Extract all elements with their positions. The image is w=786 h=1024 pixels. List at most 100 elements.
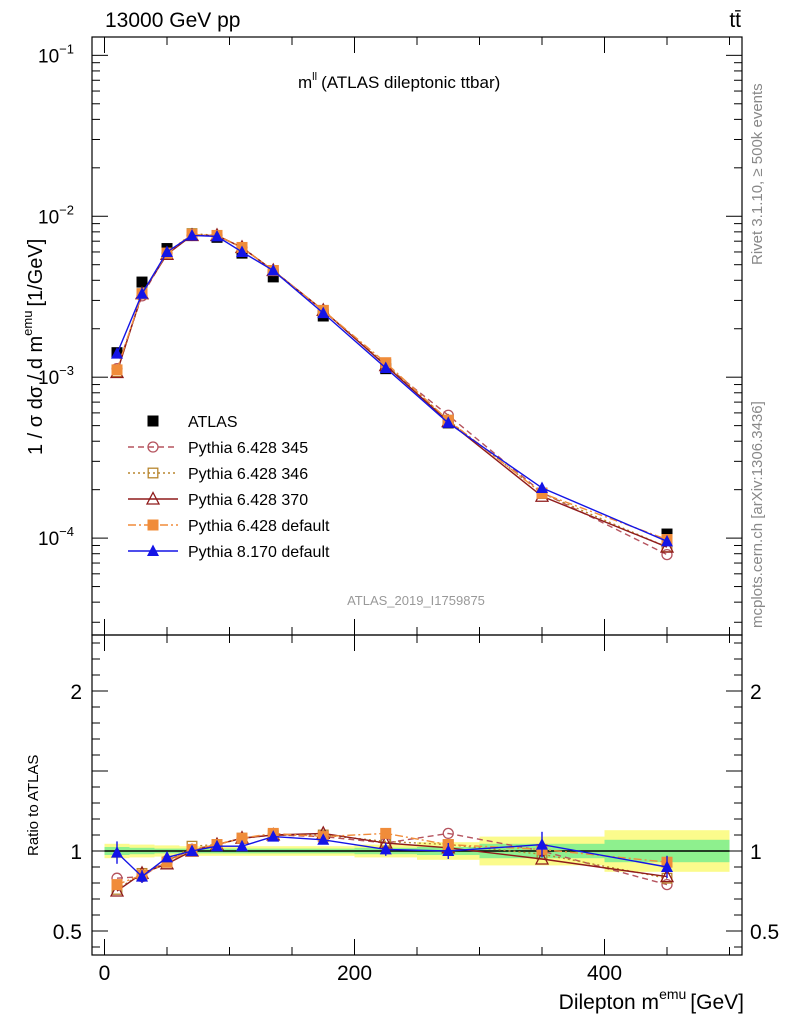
- ratio-point-pythia-6-428-370: [534, 851, 550, 865]
- main-point-pythia-8-170-default: [536, 481, 548, 493]
- ratio-point-pythia-8-170-default: [661, 860, 673, 872]
- main-y-tick-label: 10−4: [38, 524, 74, 550]
- legend-marker-pythia-6-428-370: [145, 491, 161, 505]
- watermark: ATLAS_2019_I1759875: [347, 593, 485, 608]
- main-point-pythia-6-428-345: [661, 548, 673, 561]
- ylabel-main: 1 / σ dσ / d m: [25, 336, 47, 455]
- legend-marker-atlas: [147, 415, 159, 427]
- ratio-line-pythia-6-428-346: [116, 834, 668, 890]
- legend-label-atlas: ATLAS: [188, 414, 238, 431]
- ratio-y-tick-label-right: 2: [750, 681, 762, 704]
- main-point-pythia-8-170-default: [186, 228, 198, 241]
- ratio-uncertainty-bands: [104, 830, 730, 872]
- ratio-x-tick-label: 400: [587, 962, 622, 985]
- ratio-point-pythia-6-428-370: [109, 883, 125, 897]
- ratio-y-tick-label-left: 0.5: [53, 921, 82, 944]
- main-y-axis-label: 1 / σ dσ / d memu [1/GeV]: [20, 239, 47, 455]
- ratio-y-tick-label-left: 1: [70, 841, 82, 864]
- main-y-tick-label: 10−2: [38, 202, 74, 228]
- main-y-tick-label: 10−1: [38, 41, 74, 67]
- main-point-pythia-8-170-default: [267, 264, 280, 276]
- legend-label-pythia-6-428-346: Pythia 6.428 346: [188, 466, 308, 483]
- tick-exponent: −2: [59, 202, 74, 217]
- header-collision: 13000 GeV pp: [105, 9, 240, 32]
- main-plot-marks: [109, 227, 675, 561]
- ratio-point-pythia-8-170-default: [186, 844, 198, 856]
- ratio-point-pythia-6-428-345: [442, 827, 454, 840]
- legend-marker-pythia-6-428-345: [147, 441, 159, 453]
- main-y-ticks: 10−110−210−310−4: [38, 41, 742, 623]
- header-process: tt̄: [729, 9, 741, 32]
- ratio-point-pythia-8-170-default: [211, 839, 223, 852]
- ratio-x-ticks: 0 200 400: [99, 635, 730, 985]
- ratio-frame: [91, 634, 743, 956]
- main-point-pythia-8-170-default: [111, 347, 123, 359]
- tick-exponent: −3: [59, 363, 74, 378]
- legend-label-pythia-8-170-default: Pythia 8.170 default: [188, 544, 330, 561]
- legend-marker-pythia-6-428-346: [147, 467, 159, 479]
- tick-exponent: −4: [59, 524, 74, 539]
- legend-label-pythia-6-428-345: Pythia 6.428 345: [188, 440, 308, 457]
- side-label-mcplots: mcplots.cern.ch [arXiv:1306.3436]: [749, 401, 766, 628]
- ylabel-sup: emu: [20, 311, 35, 336]
- tick-exponent: −1: [59, 41, 74, 56]
- ratio-y-ticks: 0.5 0.5 1 1 2 2: [53, 642, 779, 948]
- ratio-y-tick-label-right: 0.5: [750, 921, 779, 944]
- main-point-pythia-8-170-default: [211, 229, 223, 242]
- tick-base: 10: [38, 46, 59, 67]
- ylabel-unit: [1/GeV]: [25, 239, 47, 307]
- ratio-point-pythia-8-170-default: [136, 870, 148, 882]
- plot-title: mll (ATLAS dileptonic ttbar): [298, 71, 500, 92]
- main-point-atlas: [136, 276, 148, 288]
- ratio-point-pythia-8-170-default: [236, 839, 248, 852]
- ratio-point-pythia-8-170-default: [379, 842, 392, 855]
- ratio-y-tick-label-right: 1: [750, 841, 762, 864]
- title-sup: ll: [312, 71, 317, 83]
- main-y-tick-label: 10−3: [38, 363, 74, 389]
- main-point-pythia-6-428-default: [111, 364, 123, 376]
- main-point-pythia-8-170-default: [317, 306, 330, 319]
- ratio-point-pythia-8-170-default: [111, 846, 123, 858]
- ratio-point-pythia-6-428-default: [380, 827, 392, 839]
- main-line-pythia-8-170-default: [116, 234, 668, 542]
- ratio-point-pythia-6-428-345: [661, 878, 673, 891]
- main-point-pythia-8-170-default: [661, 534, 673, 547]
- ratio-point-pythia-8-170-default: [536, 838, 548, 850]
- main-point-pythia-8-170-default: [236, 245, 248, 257]
- side-label-rivet: Rivet 3.1.10, ≥ 500k events: [749, 83, 766, 265]
- title-subtitle: (ATLAS dileptonic ttbar): [321, 73, 500, 92]
- ratio-point-pythia-6-428-370: [659, 868, 675, 883]
- ratio-point-pythia-8-170-default: [442, 844, 455, 856]
- legend-marker-pythia-6-428-default: [147, 519, 159, 531]
- legend-marker-pythia-8-170-default: [147, 544, 159, 556]
- tick-base: 10: [38, 368, 59, 389]
- ratio-y-tick-label-left: 2: [70, 681, 82, 704]
- legend-label-pythia-6-428-default: Pythia 6.428 default: [188, 518, 330, 535]
- main-x-ticks: [104, 37, 730, 635]
- ratio-point-pythia-6-428-default: [236, 832, 248, 844]
- main-point-pythia-8-170-default: [136, 287, 148, 299]
- xlabel-main: Dilepton m: [559, 991, 659, 1014]
- ratio-x-tick-label: 200: [337, 962, 372, 985]
- main-point-pythia-6-428-default: [536, 487, 548, 499]
- tick-base: 10: [38, 207, 59, 228]
- ratio-plot-marks: [109, 825, 675, 897]
- ratio-y-axis-label: Ratio to ATLAS: [25, 755, 42, 856]
- ratio-point-pythia-8-170-default: [317, 833, 330, 845]
- xlabel-sup: emu: [659, 986, 686, 1002]
- main-point-pythia-8-170-default: [442, 416, 455, 428]
- main-point-pythia-8-170-default: [161, 245, 173, 257]
- ratio-point-pythia-6-428-default: [111, 879, 123, 891]
- legend: ATLAS Pythia 6.428 345 Pythia 6.428 346 Pyt…: [128, 414, 330, 561]
- ratio-point-pythia-8-170-default: [161, 850, 173, 863]
- ratio-x-tick-label: 0: [99, 962, 111, 985]
- ratio-panel: 0.5 0.5 1 1 2 2 0 200 400 Ratio to ATLAS Dilept…: [25, 634, 779, 1014]
- main-point-pythia-8-170-default: [379, 361, 392, 374]
- legend-label-pythia-6-428-370: Pythia 6.428 370: [188, 492, 308, 509]
- tick-base: 10: [38, 529, 59, 550]
- x-axis-label: Dilepton memu [GeV]: [559, 986, 744, 1014]
- title-variable: m: [298, 73, 312, 92]
- xlabel-unit: [GeV]: [690, 991, 744, 1014]
- ratio-point-pythia-8-170-default: [267, 830, 280, 842]
